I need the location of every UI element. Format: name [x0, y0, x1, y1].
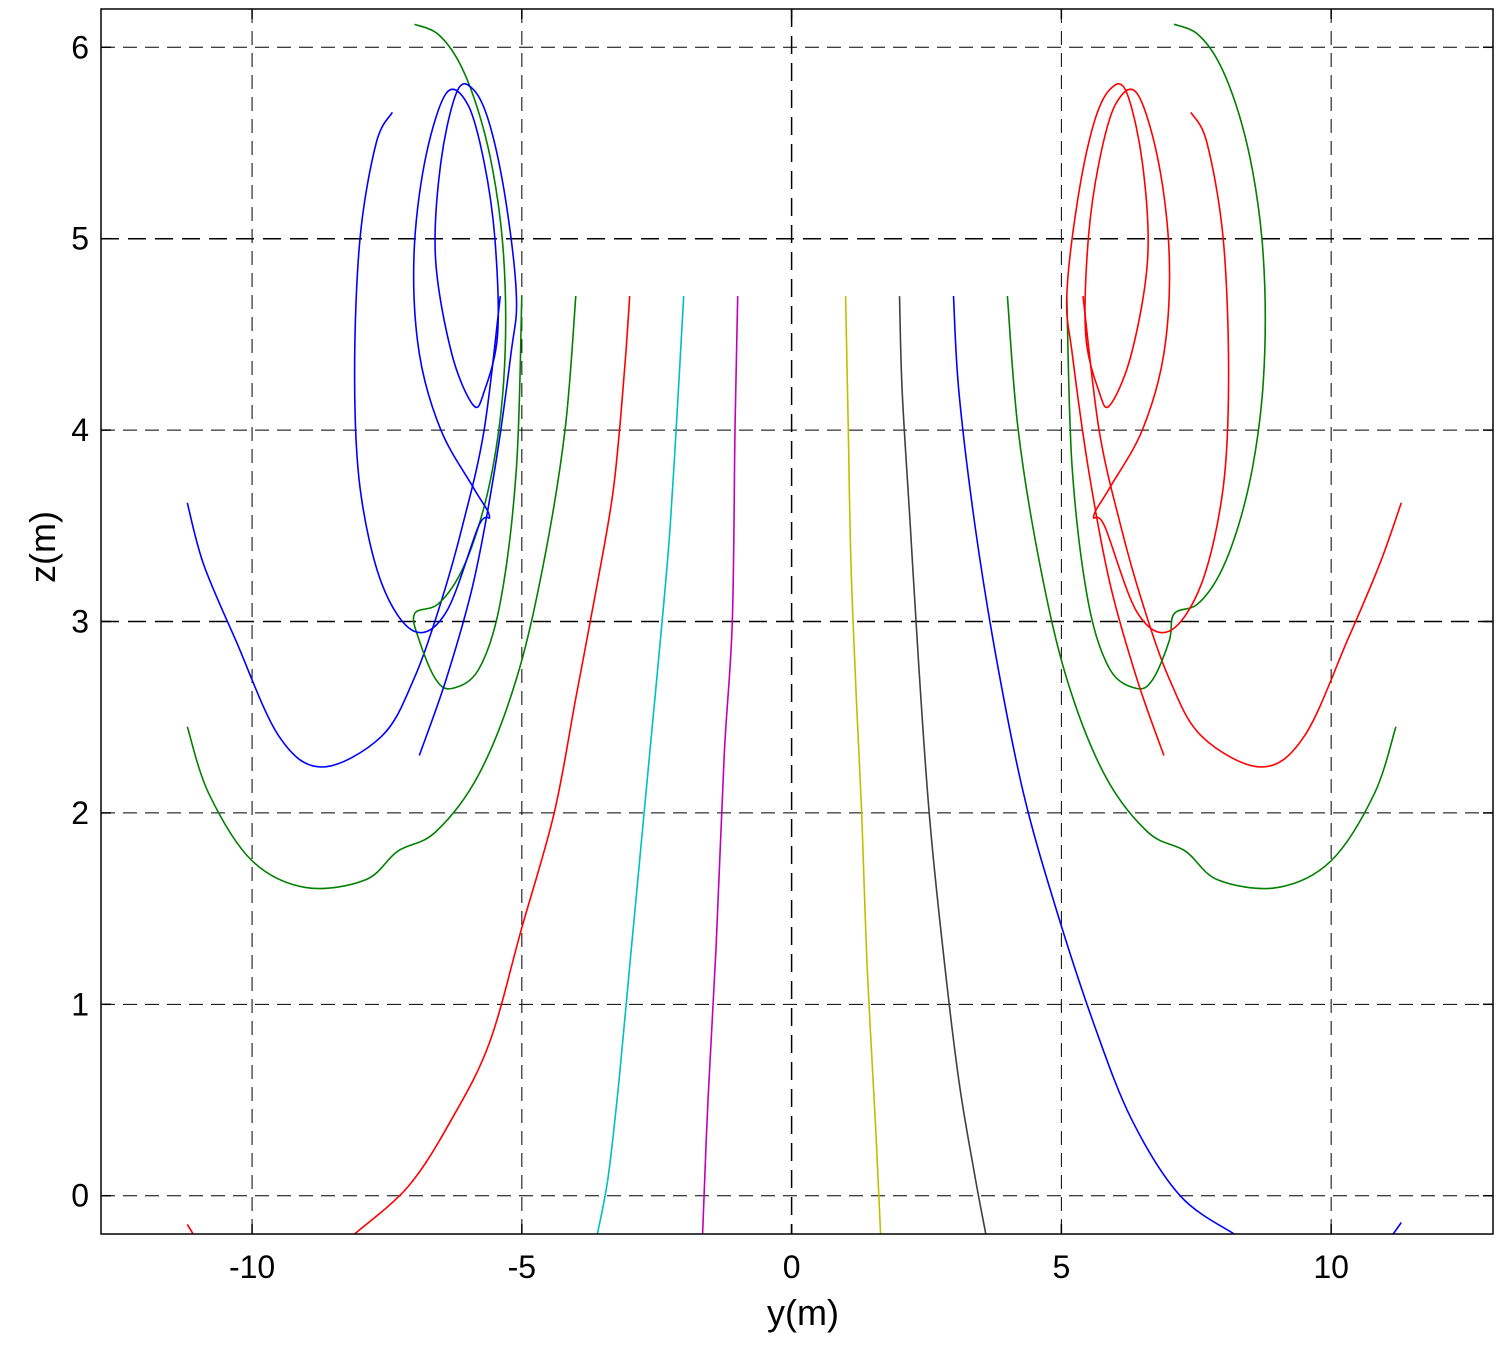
- x-axis-label: y(m): [767, 1292, 839, 1333]
- x-tick-label: -10: [229, 1249, 275, 1285]
- y-tick-label: 5: [71, 221, 89, 257]
- trajectory-line: [1392, 1222, 1402, 1234]
- trajectory-line: [186, 296, 502, 768]
- series-group: [186, 23, 1403, 1234]
- y-axis-label: z(m): [22, 511, 63, 583]
- plot-frame: [100, 8, 1494, 1235]
- y-tick-label: 0: [71, 1178, 89, 1214]
- x-tick-label: 0: [783, 1249, 801, 1285]
- y-tick-label: 1: [71, 986, 89, 1022]
- trajectory-line: [186, 296, 577, 890]
- y-tick-label: 4: [71, 412, 89, 448]
- x-tick-label: 10: [1313, 1249, 1349, 1285]
- y-tick-label: 6: [71, 29, 89, 65]
- trajectory-line: [354, 296, 631, 1234]
- trajectory-line: [1006, 296, 1397, 890]
- trajectory-line: [186, 1223, 195, 1234]
- y-tick-label: 2: [71, 795, 89, 831]
- trajectory-line: [898, 296, 987, 1234]
- trajectory-line: [1082, 296, 1403, 768]
- trajectory-line: [1066, 23, 1267, 690]
- x-tick-labels: -10 -5 0 5 10: [229, 1249, 1349, 1285]
- trajectory-line: [701, 296, 739, 1234]
- trajectory-line: [353, 82, 518, 756]
- x-tick-label: 5: [1052, 1249, 1070, 1285]
- y-tick-label: 3: [71, 604, 89, 640]
- x-tick-label: -5: [508, 1249, 536, 1285]
- trajectory-line: [596, 296, 685, 1234]
- trajectory-line: [952, 296, 1235, 1234]
- trajectory-line: [412, 23, 523, 690]
- tick-marks: [101, 9, 1493, 1234]
- grid: [101, 9, 1493, 1234]
- y-tick-labels: 0 1 2 3 4 5 6: [71, 29, 89, 1213]
- trajectory-line: [844, 296, 882, 1234]
- trajectory-line: [1065, 82, 1230, 756]
